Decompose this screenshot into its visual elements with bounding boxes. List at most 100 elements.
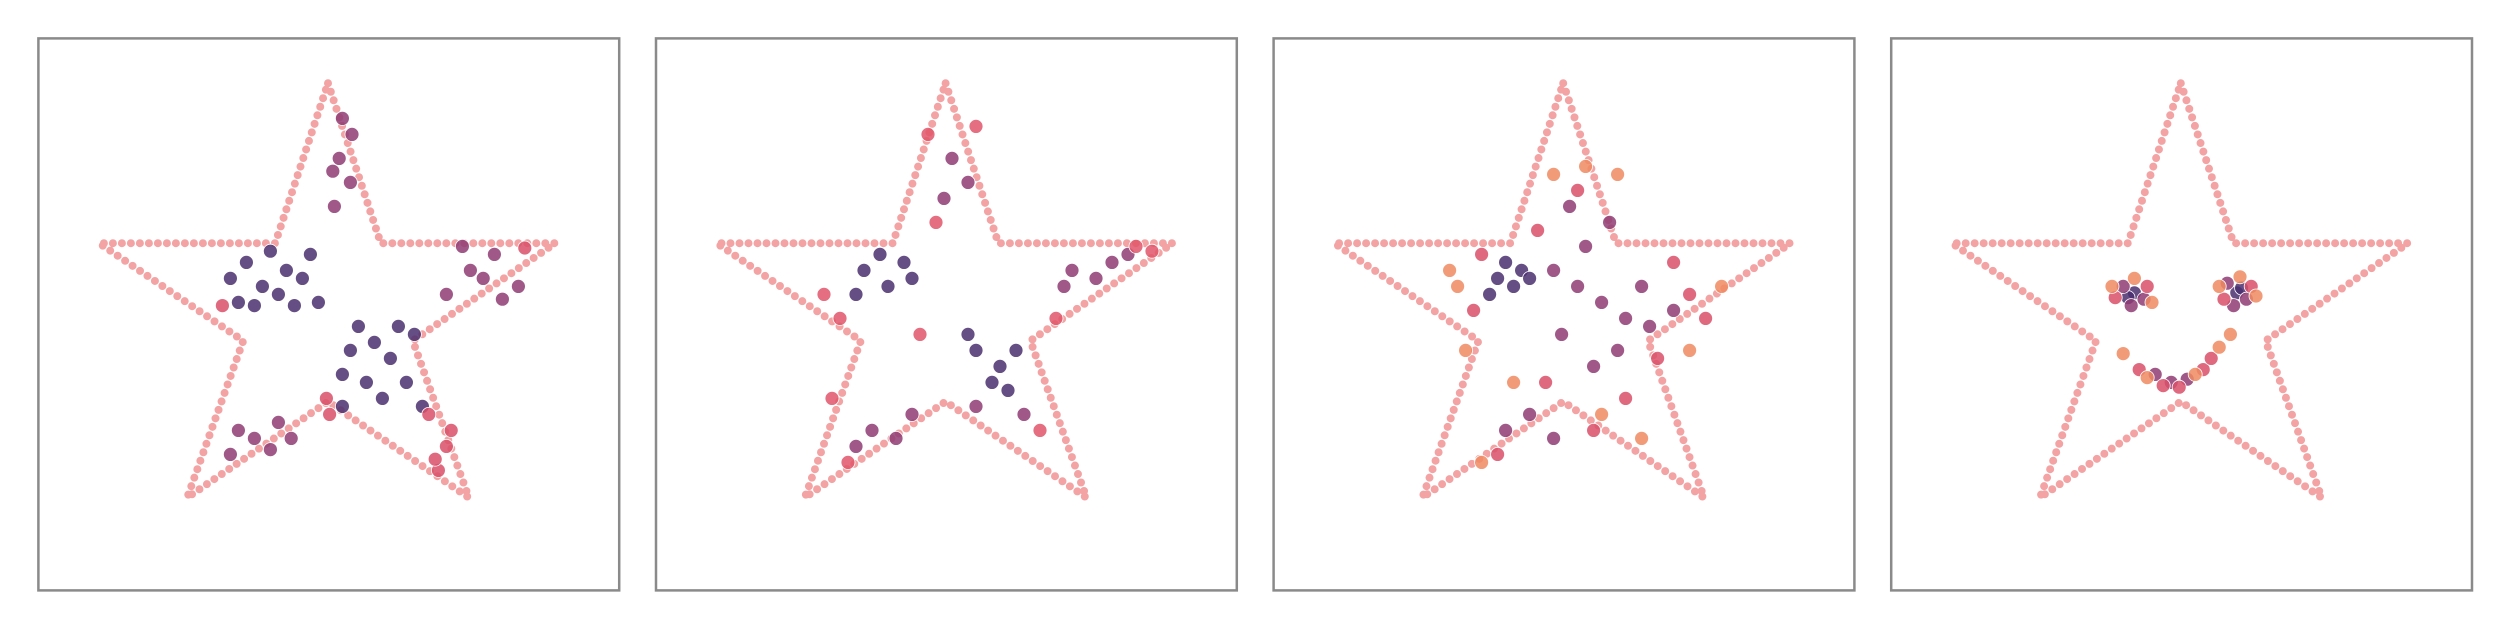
point (475, 270, 491, 286)
star-outline (95, 79, 560, 502)
point (262, 243, 278, 259)
point (1538, 374, 1553, 390)
point (318, 390, 334, 406)
point (2144, 294, 2160, 310)
point (1578, 158, 1593, 174)
point (1610, 342, 1625, 358)
point (443, 422, 459, 438)
point (832, 310, 848, 326)
point (390, 318, 406, 334)
point (960, 174, 976, 190)
point (222, 270, 238, 286)
star-outline (1330, 79, 1795, 502)
point (344, 126, 360, 142)
point (342, 174, 358, 190)
point (2155, 378, 2171, 394)
point (238, 254, 254, 270)
point (230, 422, 246, 438)
point (230, 294, 246, 310)
point (1490, 270, 1505, 286)
point (840, 454, 856, 470)
point (936, 190, 952, 206)
point (1698, 310, 1713, 326)
point (454, 238, 470, 254)
point (2139, 370, 2155, 386)
point (246, 298, 262, 314)
point (1546, 166, 1561, 182)
point (912, 326, 928, 342)
point (1490, 446, 1505, 462)
point (2187, 366, 2203, 382)
panel (1272, 37, 1856, 592)
panel-frame (37, 37, 621, 592)
point (2115, 346, 2131, 362)
star-outline (1948, 79, 2412, 502)
point (1144, 243, 1160, 259)
point (848, 438, 864, 454)
point (358, 374, 374, 390)
point (511, 278, 526, 294)
point (286, 298, 302, 314)
point (1618, 310, 1633, 326)
point (1088, 270, 1104, 286)
point (1594, 294, 1609, 310)
point (270, 414, 286, 430)
point (904, 406, 920, 422)
point (1586, 358, 1601, 374)
point (334, 398, 350, 414)
point (1522, 406, 1537, 422)
point (1474, 454, 1489, 470)
point (968, 119, 984, 134)
point (824, 390, 840, 406)
point (294, 270, 310, 286)
point (2104, 278, 2120, 294)
point (2222, 326, 2238, 342)
point (331, 150, 347, 166)
point (1482, 286, 1497, 302)
panel-frame (1889, 37, 2474, 592)
panel-frame (654, 37, 1239, 592)
point (1000, 382, 1016, 398)
point (406, 326, 422, 342)
point (350, 318, 366, 334)
point (1610, 166, 1625, 182)
panel-frame (1272, 37, 1856, 592)
point (984, 374, 1000, 390)
point (302, 246, 318, 262)
point (2216, 291, 2232, 307)
point (1442, 262, 1457, 278)
panel (654, 37, 1239, 592)
point (1714, 278, 1729, 294)
star-outline (712, 79, 1177, 502)
point (421, 406, 437, 422)
point (1554, 326, 1569, 342)
point (222, 446, 238, 462)
point (1506, 278, 1521, 294)
point (816, 286, 832, 302)
point (888, 430, 904, 446)
point (270, 286, 286, 302)
point (254, 278, 270, 294)
point (325, 163, 341, 179)
point (438, 286, 454, 302)
point (1570, 278, 1585, 294)
point (968, 398, 984, 414)
point (1128, 238, 1144, 254)
point (1522, 270, 1537, 286)
point (2232, 269, 2248, 285)
point (1570, 182, 1585, 198)
point (1666, 302, 1681, 318)
panel (37, 37, 621, 592)
point (342, 342, 358, 358)
point (398, 374, 414, 390)
point (214, 298, 230, 314)
point (427, 451, 443, 467)
point (462, 262, 478, 278)
point (278, 262, 294, 278)
point (992, 358, 1008, 374)
point (920, 126, 936, 142)
point (1032, 422, 1048, 438)
point (1618, 390, 1633, 406)
point (2248, 288, 2264, 304)
